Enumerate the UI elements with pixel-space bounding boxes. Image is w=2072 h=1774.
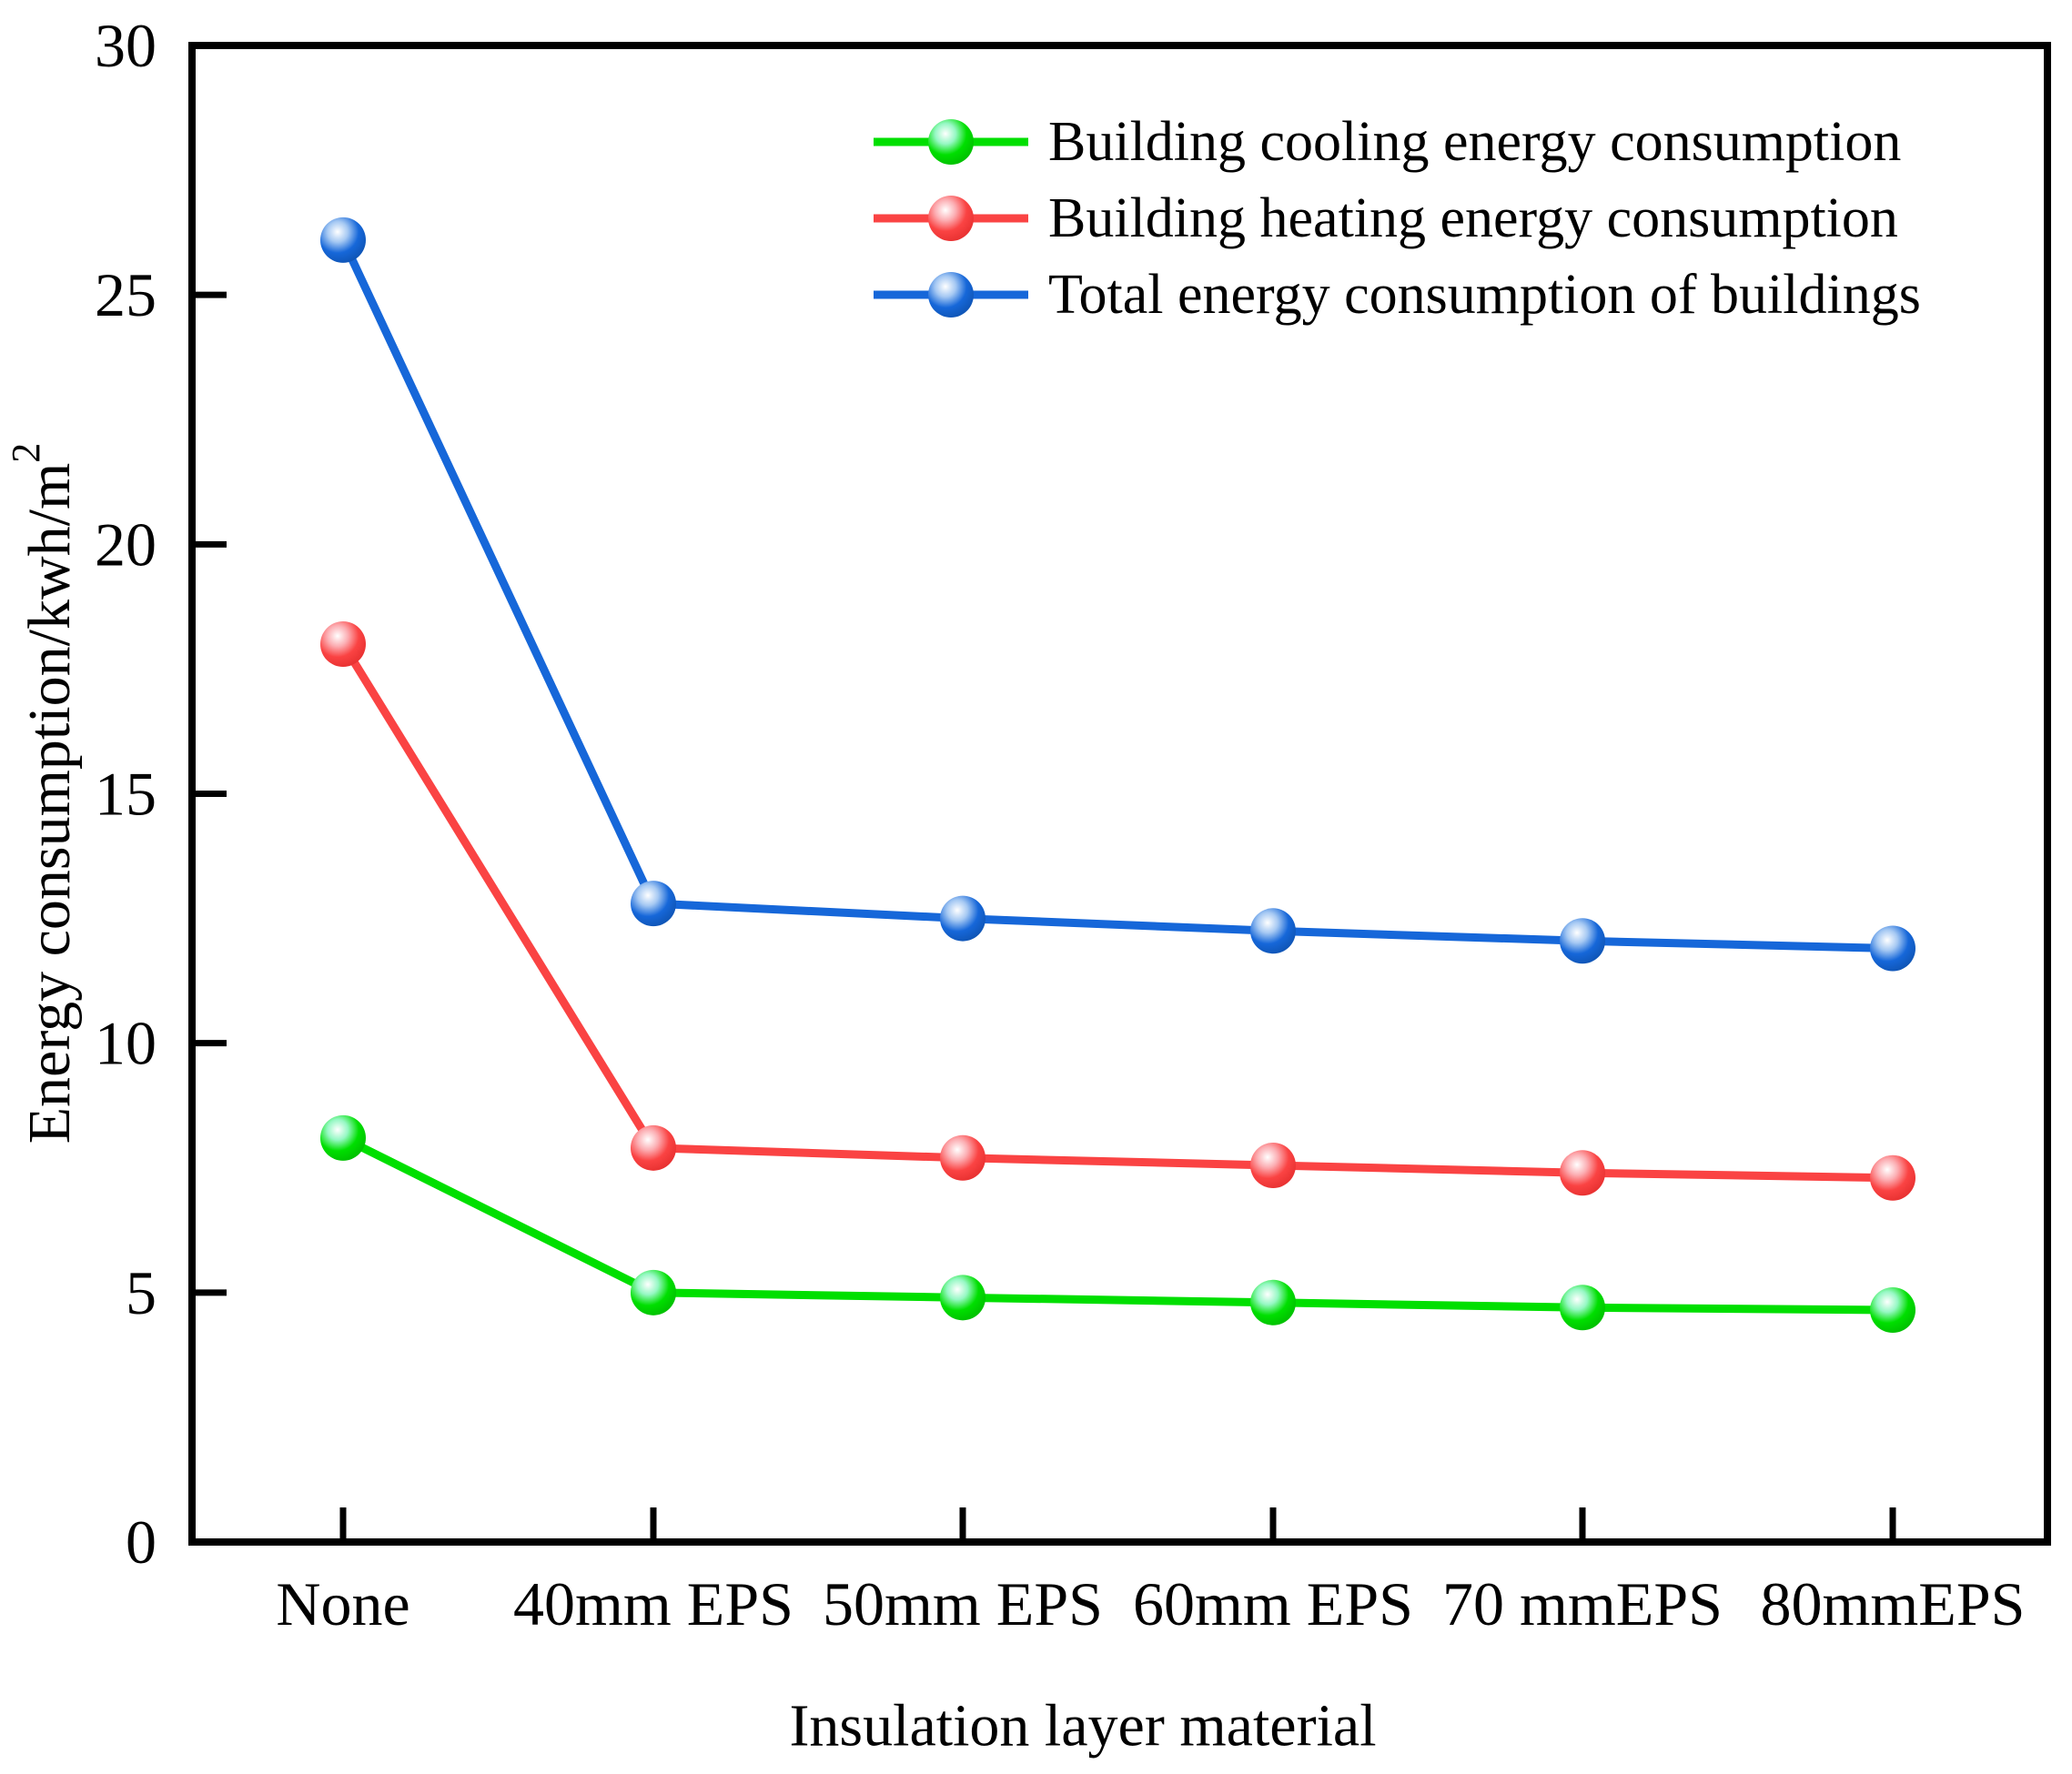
y-tick-label: 25 bbox=[95, 260, 157, 329]
y-tick-label: 5 bbox=[126, 1258, 157, 1327]
data-point-marker bbox=[631, 1124, 676, 1171]
legend-marker bbox=[928, 119, 974, 165]
legend-item: Building cooling energy consumption bbox=[874, 111, 1901, 173]
data-point-marker bbox=[1250, 1279, 1296, 1325]
y-tick-label: 30 bbox=[95, 11, 157, 80]
x-tick-label: 70 mmEPS bbox=[1442, 1569, 1723, 1638]
data-point-marker bbox=[320, 217, 366, 263]
data-point-marker bbox=[320, 1114, 366, 1161]
x-tick-label: None bbox=[276, 1569, 409, 1638]
x-axis-title: Insulation layer material bbox=[789, 1693, 1376, 1759]
legend-item: Building heating energy consumption bbox=[874, 187, 1898, 249]
x-tick-label: 40mm EPS bbox=[513, 1569, 793, 1638]
data-point-marker bbox=[631, 1269, 676, 1315]
data-point-marker bbox=[1870, 1154, 1915, 1201]
legend-marker bbox=[928, 196, 974, 241]
y-tick-label: 10 bbox=[95, 1009, 157, 1078]
series-line-1 bbox=[339, 1134, 1897, 1315]
legend-label: Building cooling energy consumption bbox=[1048, 111, 1901, 173]
x-tick-label: 50mm EPS bbox=[823, 1569, 1103, 1638]
data-point-marker bbox=[940, 1275, 985, 1321]
data-point-marker bbox=[1560, 1285, 1605, 1331]
y-tick-label: 0 bbox=[126, 1507, 157, 1577]
series-line-2 bbox=[339, 640, 1897, 1183]
data-point-marker bbox=[1870, 925, 1915, 972]
data-point-marker bbox=[940, 895, 985, 942]
legend-marker bbox=[928, 272, 974, 318]
y-tick-label: 20 bbox=[95, 509, 157, 579]
data-point-marker bbox=[1560, 1150, 1605, 1196]
plot-frame bbox=[188, 42, 2051, 1546]
data-point-marker bbox=[1870, 1287, 1915, 1334]
x-tick-label: 80mmEPS bbox=[1761, 1569, 2026, 1638]
x-tick-label: 60mm EPS bbox=[1133, 1569, 1413, 1638]
legend-label: Total energy consumption of buildings bbox=[1048, 264, 1921, 326]
legend-item: Total energy consumption of buildings bbox=[874, 264, 1921, 326]
legend-label: Building heating energy consumption bbox=[1048, 187, 1898, 249]
series-line-3 bbox=[339, 236, 1897, 953]
y-axis-title: Energy consumption/kwh/m2 bbox=[4, 443, 83, 1144]
data-point-marker bbox=[631, 881, 676, 927]
legend: Building cooling energy consumption Build… bbox=[874, 111, 1921, 326]
y-tick-label: 15 bbox=[95, 760, 157, 829]
data-point-marker bbox=[1560, 918, 1605, 964]
data-point-marker bbox=[940, 1134, 985, 1181]
data-point-marker bbox=[320, 621, 366, 667]
data-point-marker bbox=[1250, 908, 1296, 954]
data-point-marker bbox=[1250, 1143, 1296, 1189]
